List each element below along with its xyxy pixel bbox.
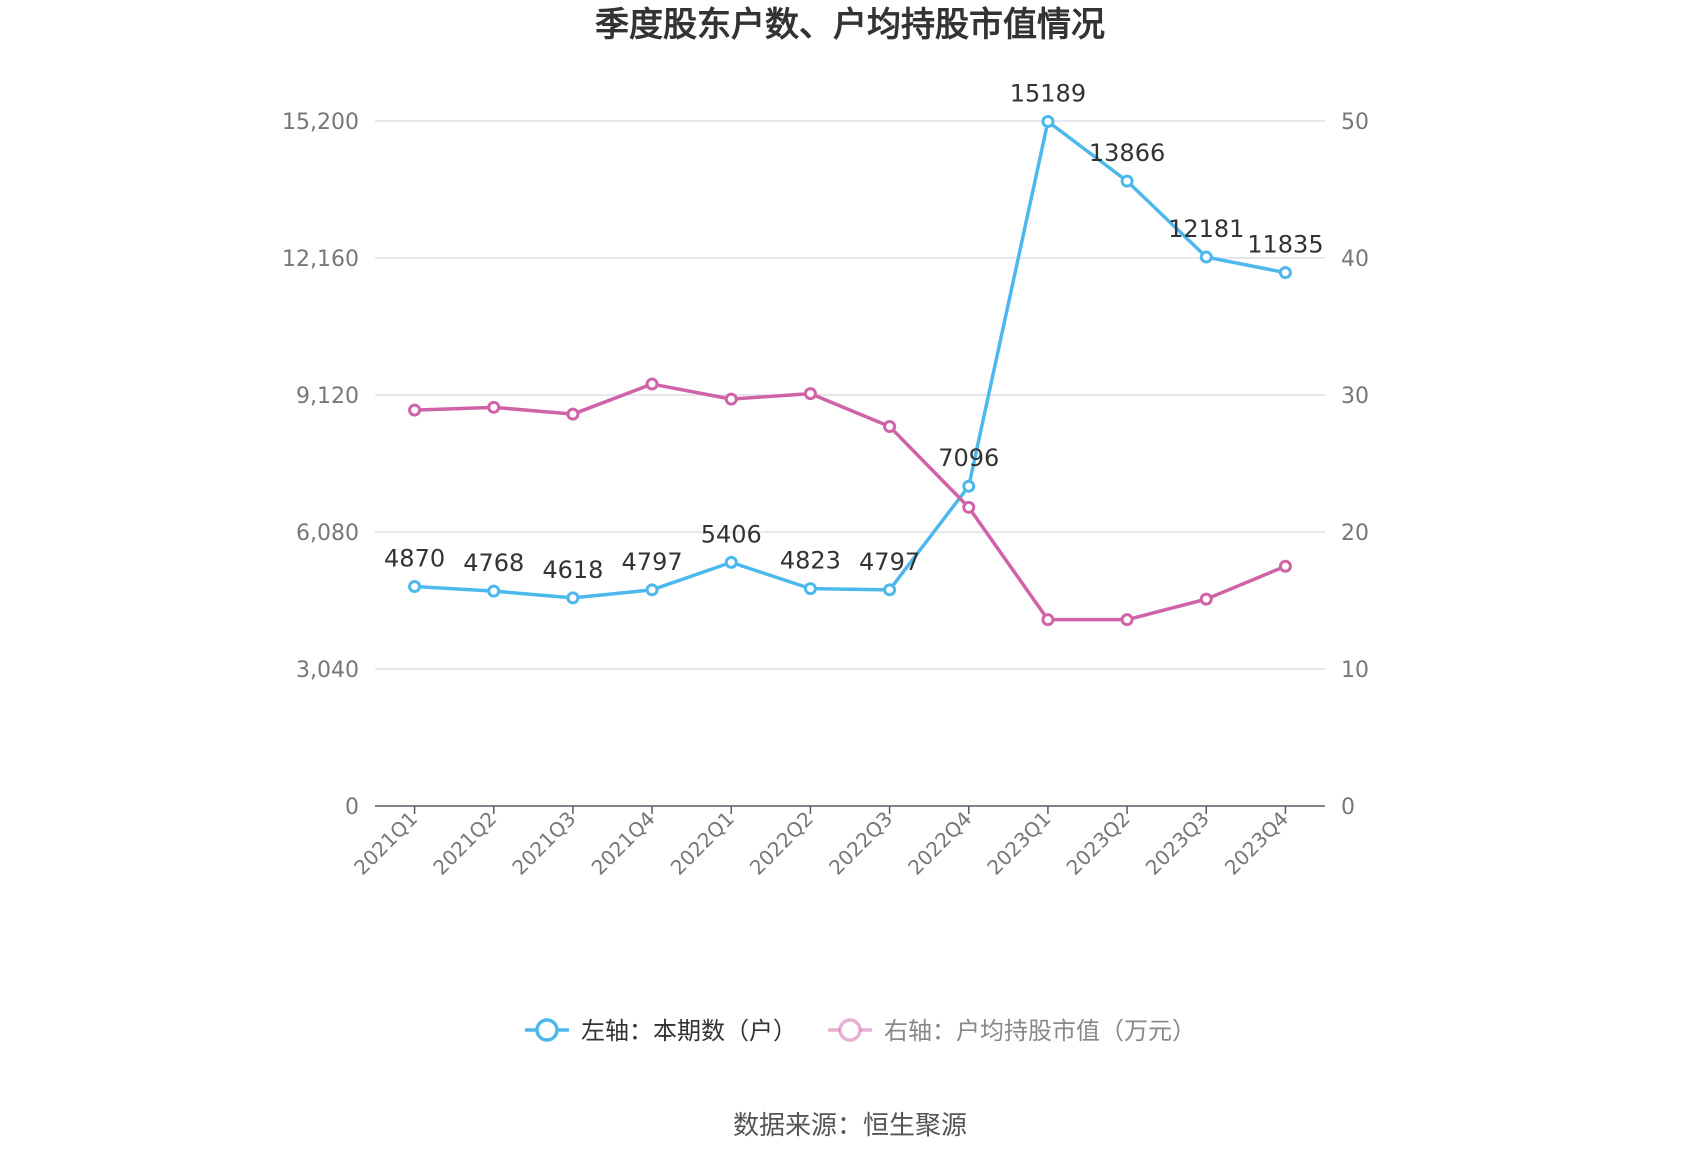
right-axis-tick-label: 20 — [1341, 521, 1369, 546]
holders-point — [1041, 114, 1055, 128]
legend-marker-circle — [535, 1018, 559, 1042]
holders-line — [414, 119, 1286, 600]
avg-value-point — [962, 500, 976, 514]
x-axis-tick-label: 2021Q4 — [587, 807, 660, 880]
left-axis-tick-label: 3,040 — [296, 658, 359, 683]
avg-value-point — [1041, 613, 1055, 627]
avg-value-point — [724, 392, 738, 406]
left-axis-tick-label: 0 — [345, 795, 359, 820]
chart-title: 季度股东户数、户均持股市值情况 — [595, 5, 1105, 45]
left-axis-tick-label: 15,200 — [282, 110, 359, 135]
holders-point — [1199, 250, 1213, 264]
x-axis-tick-label: 2022Q3 — [824, 807, 897, 880]
right-axis-tick-label: 10 — [1341, 658, 1369, 683]
data-label: 4797 — [859, 548, 920, 576]
holders-point — [724, 555, 738, 569]
holders-point — [566, 591, 580, 605]
avg-value-point — [1199, 592, 1213, 606]
x-axis-tick-label: 2021Q2 — [428, 807, 501, 880]
data-label: 11835 — [1247, 231, 1323, 259]
source-note: 数据来源：恒生聚源 — [733, 1111, 967, 1141]
data-label: 12181 — [1168, 215, 1244, 243]
holders-point — [803, 582, 817, 596]
series — [408, 114, 1292, 627]
legend-label: 左轴：本期数（户） — [581, 1017, 797, 1045]
avg-value-point — [1120, 613, 1134, 627]
data-label: 7096 — [938, 444, 999, 472]
x-axis-tick-label: 2023Q3 — [1141, 807, 1214, 880]
right-axis-tick-label: 40 — [1341, 247, 1369, 272]
data-labels: 4870 4768 4618 4797 5406 4823 4797 7096 15189 138… — [384, 79, 1324, 583]
avg-value-point — [1278, 559, 1292, 573]
data-label: 4797 — [622, 548, 683, 576]
x-axis-tick-label: 2022Q2 — [745, 807, 818, 880]
avg-value-line — [414, 382, 1287, 622]
legend: 左轴：本期数（户） 右轴：户均持股市值（万元） — [525, 1017, 1196, 1045]
x-axis-tick-label: 2023Q4 — [1220, 807, 1293, 880]
right-axis-tick-label: 0 — [1341, 795, 1355, 820]
data-label: 4823 — [780, 547, 841, 575]
holders-point — [883, 583, 897, 597]
x-axis-tick-label: 2021Q1 — [349, 807, 422, 880]
holders-point — [1120, 174, 1134, 188]
x-axis-tick-label: 2023Q2 — [1062, 807, 1135, 880]
left-axis-tick-label: 9,120 — [296, 384, 359, 409]
holders-point — [645, 583, 659, 597]
right-axis-tick-label: 50 — [1341, 110, 1369, 135]
grid-lines — [375, 120, 1325, 670]
data-label: 4870 — [384, 545, 445, 573]
avg-value-point — [566, 407, 580, 421]
right-axis-tick-label: 30 — [1341, 384, 1369, 409]
x-axis-tick-label: 2022Q4 — [903, 807, 976, 880]
avg-value-point — [408, 403, 422, 417]
holders-point — [1278, 266, 1292, 280]
holders-point — [487, 584, 501, 598]
avg-value-point — [803, 387, 817, 401]
x-axis-tick-label: 2021Q3 — [507, 807, 580, 880]
data-label: 13866 — [1089, 139, 1165, 167]
left-axis-tick-label: 6,080 — [296, 521, 359, 546]
holders-point — [408, 580, 422, 594]
x-axis-tick-label: 2023Q1 — [982, 807, 1055, 880]
data-label: 4768 — [463, 549, 524, 577]
holders-point — [962, 479, 976, 493]
legend-marker-circle — [838, 1018, 862, 1042]
legend-label: 右轴：户均持股市值（万元） — [884, 1017, 1196, 1045]
avg-value-point — [883, 420, 897, 434]
x-axis-tick-label: 2022Q1 — [666, 807, 739, 880]
avg-value-point — [645, 377, 659, 391]
left-axis-tick-label: 12,160 — [282, 247, 359, 272]
data-label: 4618 — [542, 556, 603, 584]
data-label: 15189 — [1010, 79, 1086, 107]
data-label: 5406 — [701, 520, 762, 548]
avg-value-point — [487, 400, 501, 414]
